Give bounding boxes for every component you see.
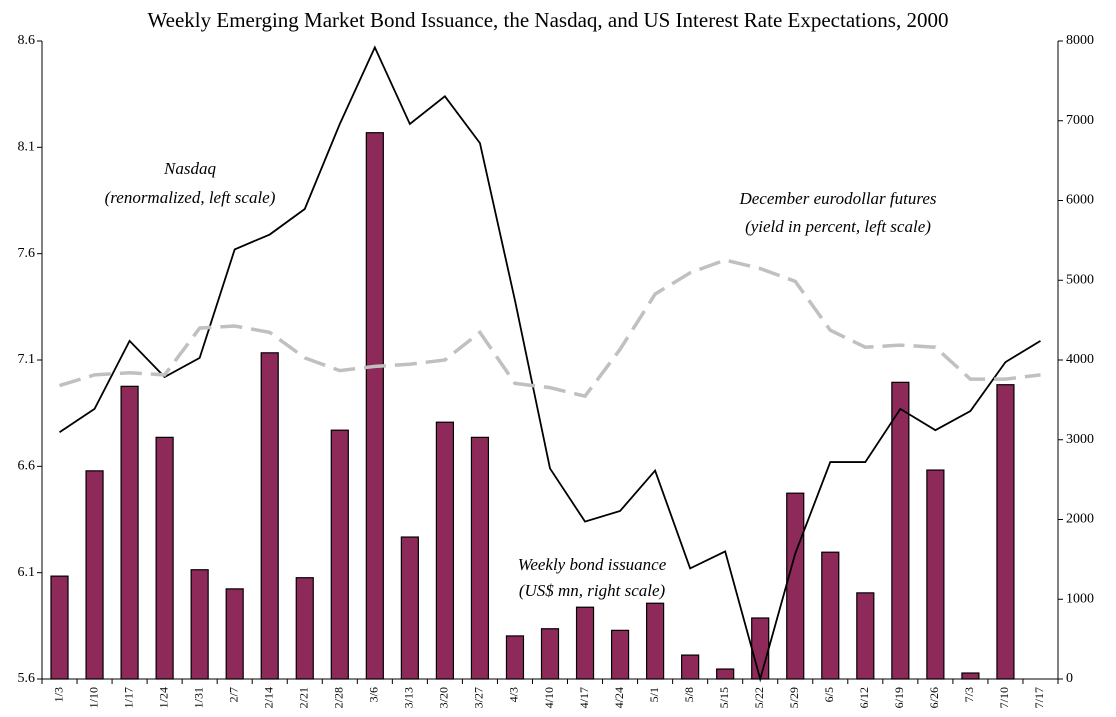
x-tick-label: 1/17	[121, 687, 135, 708]
y-tick-label: 7.6	[18, 246, 36, 261]
line-series	[59, 258, 1041, 399]
annotation: Nasdaq	[163, 159, 216, 178]
bar	[365, 132, 384, 680]
bar	[891, 381, 910, 680]
bar	[540, 628, 560, 680]
bar	[470, 436, 490, 680]
x-tick-label: 3/13	[402, 687, 416, 708]
bar	[190, 569, 209, 680]
x-tick-label: 4/10	[542, 687, 556, 708]
x-tick-label: 4/3	[507, 687, 521, 702]
bar	[435, 421, 454, 680]
bar	[926, 469, 945, 680]
annotation: Weekly bond issuance	[518, 555, 667, 574]
bar	[225, 588, 244, 680]
x-tick-label: 6/12	[857, 687, 871, 708]
bar	[610, 629, 630, 680]
bar	[295, 577, 314, 680]
x-tick-label: 1/3	[51, 687, 65, 702]
bar	[961, 672, 980, 680]
bar	[50, 575, 69, 680]
line-series	[59, 45, 1041, 683]
y2-tick-label: 4000	[1066, 352, 1094, 367]
bar	[716, 668, 735, 680]
bar	[681, 654, 700, 680]
annotation: December eurodollar futures	[738, 189, 936, 208]
y2-tick-label: 1000	[1066, 591, 1094, 606]
x-tick-label: 5/8	[682, 687, 696, 702]
y2-tick-label: 7000	[1066, 113, 1094, 128]
x-tick-label: 6/26	[927, 687, 941, 708]
x-tick-label: 2/14	[261, 687, 275, 708]
y2-tick-label: 0	[1066, 671, 1073, 686]
annotation: (renormalized, left scale)	[105, 188, 276, 207]
bar	[786, 492, 805, 680]
x-tick-label: 7/3	[962, 687, 976, 702]
y-tick-label: 6.6	[18, 459, 36, 474]
x-tick-label: 5/1	[647, 687, 661, 702]
y2-tick-label: 5000	[1066, 272, 1094, 287]
annotation: (yield in percent, left scale)	[745, 217, 931, 236]
bar	[646, 602, 665, 680]
x-tick-label: 4/17	[577, 687, 591, 708]
bar	[751, 617, 770, 680]
bar	[155, 436, 174, 680]
x-tick-label: 2/7	[226, 687, 240, 702]
annotation: (US$ mn, right scale)	[519, 581, 666, 600]
bar	[996, 384, 1015, 680]
x-tick-label: 3/27	[472, 687, 486, 708]
bar	[856, 592, 875, 680]
x-tick-label: 2/21	[297, 687, 311, 708]
x-tick-label: 1/10	[86, 687, 100, 708]
x-tick-label: 3/20	[437, 687, 451, 708]
chart-title: Weekly Emerging Market Bond Issuance, th…	[148, 8, 949, 32]
bar	[260, 352, 279, 680]
y2-tick-label: 8000	[1066, 33, 1094, 48]
x-tick-label: 7/17	[1032, 687, 1046, 708]
bar	[120, 385, 139, 680]
x-tick-label: 3/6	[367, 687, 381, 702]
x-tick-label: 6/19	[892, 687, 906, 708]
y-tick-label: 7.1	[18, 352, 36, 367]
bar	[400, 536, 419, 680]
x-tick-label: 5/29	[787, 687, 801, 708]
y-tick-label: 8.6	[18, 33, 36, 48]
x-tick-label: 1/31	[191, 687, 205, 708]
bar	[575, 606, 595, 680]
x-tick-label: 4/24	[612, 687, 626, 708]
y2-tick-label: 2000	[1066, 512, 1094, 527]
x-tick-label: 1/24	[156, 687, 170, 708]
x-tick-label: 7/10	[997, 687, 1011, 708]
y2-tick-label: 3000	[1066, 432, 1094, 447]
y2-tick-label: 6000	[1066, 193, 1094, 208]
x-tick-label: 6/5	[822, 687, 836, 702]
x-tick-label: 5/22	[752, 687, 766, 708]
y-tick-label: 6.1	[18, 565, 36, 580]
bar	[330, 429, 349, 680]
bar	[821, 551, 840, 680]
x-tick-label: 2/28	[332, 687, 346, 708]
bar	[85, 470, 104, 680]
bar	[505, 635, 525, 680]
y-tick-label: 5.6	[18, 671, 36, 686]
y-tick-label: 8.1	[18, 140, 36, 155]
x-tick-label: 5/15	[717, 687, 731, 708]
